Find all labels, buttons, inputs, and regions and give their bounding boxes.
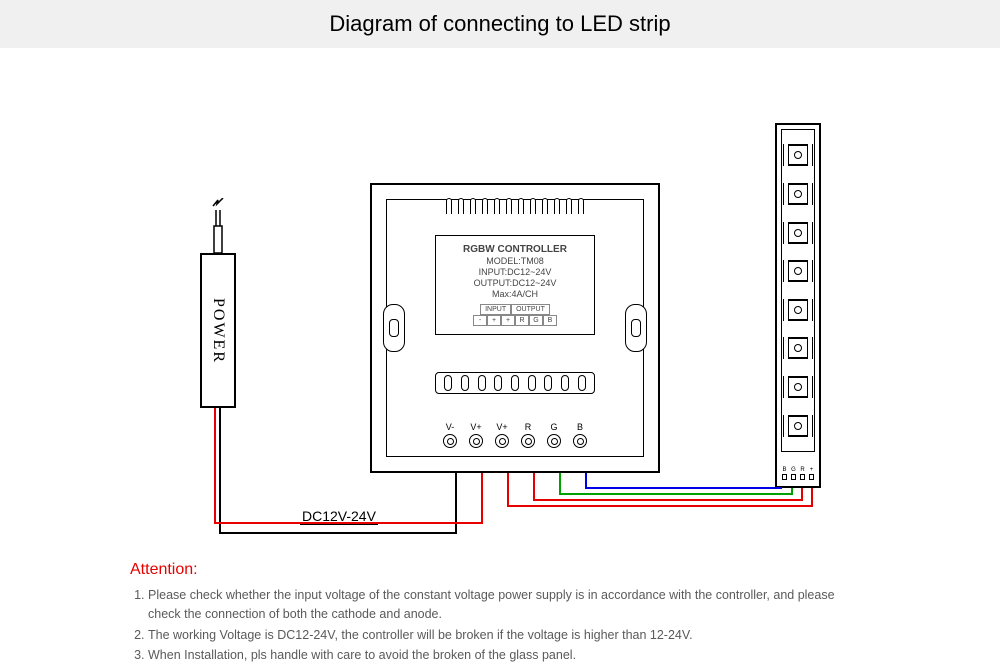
mount-hole-left-icon xyxy=(383,304,405,352)
io-pin: - xyxy=(473,315,487,326)
terminal-row: V- V+ V+ RGB xyxy=(443,422,587,448)
attention-list: Please check whether the input voltage o… xyxy=(130,586,870,665)
controller-faceplate: RGBW CONTROLLER MODEL:TM08 INPUT:DC12~24… xyxy=(386,199,644,457)
io-pin: B xyxy=(543,315,557,326)
io-header-output: OUTPUT xyxy=(511,304,550,315)
controller-input-spec: INPUT:DC12~24V xyxy=(436,267,594,277)
power-wire-negative xyxy=(219,408,221,513)
dc-voltage-label: DC12V-24V xyxy=(300,508,378,525)
power-plug-icon xyxy=(212,198,224,253)
attention-item: When Installation, pls handle with care … xyxy=(148,646,870,665)
led-strip: BGR+ xyxy=(775,123,821,488)
io-pin: R xyxy=(515,315,529,326)
mount-hole-right-icon xyxy=(625,304,647,352)
io-header-input: INPUT xyxy=(480,304,511,315)
controller-model: MODEL:TM08 xyxy=(436,256,594,266)
led-strip-body xyxy=(781,129,815,452)
controller-max-spec: Max:4A/CH xyxy=(436,289,594,299)
attention-block: Attention: Please check whether the inpu… xyxy=(130,558,870,667)
led-pad-b: B xyxy=(782,467,788,480)
led-pad-+: + xyxy=(809,467,815,480)
io-pin: + xyxy=(487,315,501,326)
power-wire-positive xyxy=(214,408,216,498)
wiring-diagram: POWER RGBW CONTROLLER MODEL:TM08 INPUT:D… xyxy=(0,48,1000,548)
page-title-text: Diagram of connecting to LED strip xyxy=(329,11,670,37)
led-pad-r: R xyxy=(800,467,806,480)
terminal-v-: V- xyxy=(443,422,457,448)
led-chip-icon xyxy=(787,144,809,166)
controller-output-spec: OUTPUT:DC12~24V xyxy=(436,278,594,288)
led-chip-icon xyxy=(787,415,809,437)
rgbw-controller: RGBW CONTROLLER MODEL:TM08 INPUT:DC12~24… xyxy=(370,183,660,473)
led-chip-icon xyxy=(787,260,809,282)
io-pin: G xyxy=(529,315,543,326)
attention-item: Please check whether the input voltage o… xyxy=(148,586,870,624)
power-label: POWER xyxy=(209,298,227,364)
attention-heading: Attention: xyxy=(130,558,870,582)
io-header-row: INPUT OUTPUT xyxy=(436,304,594,315)
led-chip-icon xyxy=(787,183,809,205)
terminal-v+: V+ xyxy=(469,422,483,448)
terminal-b: B xyxy=(573,422,587,448)
led-chip-icon xyxy=(787,222,809,244)
power-supply-box: POWER xyxy=(200,253,236,408)
controller-heading: RGBW CONTROLLER xyxy=(436,244,594,255)
mid-vents-icon xyxy=(435,372,595,394)
io-pins-row: - + + R G B xyxy=(436,315,594,326)
terminal-g: G xyxy=(547,422,561,448)
controller-label-plate: RGBW CONTROLLER MODEL:TM08 INPUT:DC12~24… xyxy=(435,235,595,335)
attention-item: The working Voltage is DC12-24V, the con… xyxy=(148,626,870,645)
top-vents-icon xyxy=(446,198,584,214)
io-pin: + xyxy=(501,315,515,326)
terminal-v+: V+ xyxy=(495,422,509,448)
terminal-r: R xyxy=(521,422,535,448)
page-title: Diagram of connecting to LED strip xyxy=(0,0,1000,48)
led-chip-icon xyxy=(787,376,809,398)
led-pad-row: BGR+ xyxy=(777,456,819,480)
led-pad-g: G xyxy=(791,467,797,480)
led-chip-icon xyxy=(787,337,809,359)
led-chip-icon xyxy=(787,299,809,321)
